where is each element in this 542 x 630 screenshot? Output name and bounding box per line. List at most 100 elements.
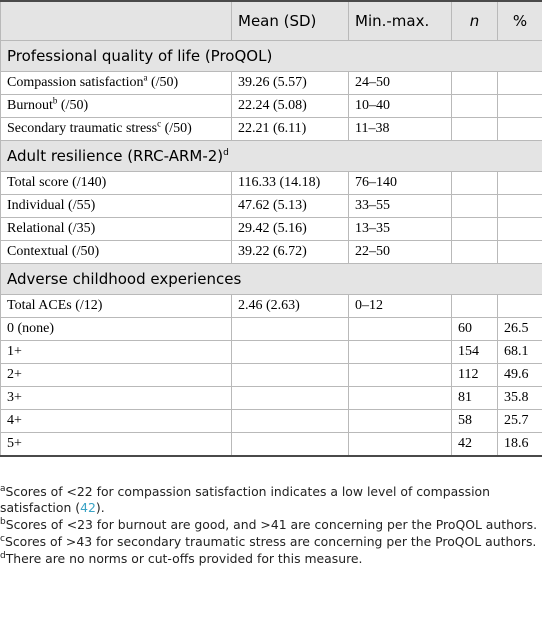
table-row: Compassion satisfactiona (/50) 39.26 (5.… <box>0 71 542 95</box>
row-minmax: 11–38 <box>348 117 452 141</box>
header-pct: % <box>497 0 542 41</box>
row-label: Secondary traumatic stressc (/50) <box>0 117 232 141</box>
row-pct: 18.6 <box>497 432 542 457</box>
header-label <box>0 0 232 41</box>
row-pct <box>497 94 542 118</box>
row-label: 3+ <box>0 386 232 410</box>
header-row: Mean (SD) Min.-max. n % <box>0 0 542 41</box>
table-row: 0 (none) 60 26.5 <box>0 317 542 341</box>
row-pct <box>497 194 542 218</box>
row-n <box>451 117 498 141</box>
row-label: Compassion satisfactiona (/50) <box>0 71 232 95</box>
table-row: Total ACEs (/12) 2.46 (2.63) 0–12 <box>0 294 542 318</box>
row-mean: 22.24 (5.08) <box>231 94 349 118</box>
row-pct: 25.7 <box>497 409 542 433</box>
row-n: 42 <box>451 432 498 457</box>
row-label: Contextual (/50) <box>0 240 232 264</box>
row-minmax: 33–55 <box>348 194 452 218</box>
table-row: Contextual (/50) 39.22 (6.72) 22–50 <box>0 240 542 264</box>
row-label: 4+ <box>0 409 232 433</box>
row-mean: 39.22 (6.72) <box>231 240 349 264</box>
row-minmax: 0–12 <box>348 294 452 318</box>
row-minmax: 76–140 <box>348 171 452 195</box>
section-resilience: Adult resilience (RRC-ARM-2)d <box>0 140 542 172</box>
row-minmax <box>348 386 452 410</box>
row-mean: 116.33 (14.18) <box>231 171 349 195</box>
row-n: 58 <box>451 409 498 433</box>
table-row: 2+ 112 49.6 <box>0 363 542 387</box>
row-label: Total ACEs (/12) <box>0 294 232 318</box>
row-label: Burnoutb (/50) <box>0 94 232 118</box>
row-mean <box>231 340 349 364</box>
row-n <box>451 94 498 118</box>
table-row: 3+ 81 35.8 <box>0 386 542 410</box>
row-n: 112 <box>451 363 498 387</box>
row-minmax <box>348 317 452 341</box>
table-row: 1+ 154 68.1 <box>0 340 542 364</box>
table-row: Total score (/140) 116.33 (14.18) 76–140 <box>0 171 542 195</box>
row-pct <box>497 294 542 318</box>
footnote-b: bScores of <23 for burnout are good, and… <box>0 516 538 532</box>
row-minmax: 24–50 <box>348 71 452 95</box>
row-n <box>451 240 498 264</box>
row-pct: 26.5 <box>497 317 542 341</box>
table-row: 5+ 42 18.6 <box>0 432 542 457</box>
row-pct: 35.8 <box>497 386 542 410</box>
footnote-c: cScores of >43 for secondary traumatic s… <box>0 533 537 549</box>
row-mean <box>231 386 349 410</box>
row-label: Individual (/55) <box>0 194 232 218</box>
row-pct: 68.1 <box>497 340 542 364</box>
section-label: Professional quality of life (ProQOL) <box>0 40 542 72</box>
row-mean: 39.26 (5.57) <box>231 71 349 95</box>
row-minmax: 10–40 <box>348 94 452 118</box>
results-table: Mean (SD) Min.-max. n % Professional qua… <box>0 0 542 457</box>
row-mean: 2.46 (2.63) <box>231 294 349 318</box>
footnote-d: dThere are no norms or cut-offs provided… <box>0 550 363 566</box>
row-pct <box>497 240 542 264</box>
row-minmax <box>348 432 452 457</box>
row-pct <box>497 71 542 95</box>
table-row: Burnoutb (/50) 22.24 (5.08) 10–40 <box>0 94 542 118</box>
row-mean <box>231 317 349 341</box>
row-n <box>451 171 498 195</box>
row-pct <box>497 171 542 195</box>
row-minmax <box>348 340 452 364</box>
row-n: 154 <box>451 340 498 364</box>
row-pct <box>497 117 542 141</box>
table-row: Relational (/35) 29.42 (5.16) 13–35 <box>0 217 542 241</box>
row-label: 5+ <box>0 432 232 457</box>
row-pct <box>497 217 542 241</box>
row-label: Total score (/140) <box>0 171 232 195</box>
row-label: Relational (/35) <box>0 217 232 241</box>
row-pct: 49.6 <box>497 363 542 387</box>
row-mean <box>231 432 349 457</box>
footnote-a: aScores of <22 for compassion satisfacti… <box>0 483 490 515</box>
row-n <box>451 217 498 241</box>
table-row: 4+ 58 25.7 <box>0 409 542 433</box>
reference-link[interactable]: 42 <box>80 500 96 515</box>
row-minmax: 13–35 <box>348 217 452 241</box>
row-n <box>451 294 498 318</box>
row-mean <box>231 363 349 387</box>
row-label: 2+ <box>0 363 232 387</box>
table-footnotes: aScores of <22 for compassion satisfacti… <box>0 484 542 568</box>
row-minmax: 22–50 <box>348 240 452 264</box>
table-row: Individual (/55) 47.62 (5.13) 33–55 <box>0 194 542 218</box>
row-minmax <box>348 409 452 433</box>
row-minmax <box>348 363 452 387</box>
row-n <box>451 71 498 95</box>
row-label: 0 (none) <box>0 317 232 341</box>
header-minmax: Min.-max. <box>348 0 452 41</box>
row-mean: 22.21 (6.11) <box>231 117 349 141</box>
section-label: Adult resilience (RRC-ARM-2)d <box>0 140 542 172</box>
section-label: Adverse childhood experiences <box>0 263 542 295</box>
row-label: 1+ <box>0 340 232 364</box>
row-mean: 29.42 (5.16) <box>231 217 349 241</box>
row-mean: 47.62 (5.13) <box>231 194 349 218</box>
row-n: 81 <box>451 386 498 410</box>
section-aces: Adverse childhood experiences <box>0 263 542 295</box>
header-n: n <box>451 0 498 41</box>
row-mean <box>231 409 349 433</box>
row-n: 60 <box>451 317 498 341</box>
section-proqol: Professional quality of life (ProQOL) <box>0 40 542 72</box>
